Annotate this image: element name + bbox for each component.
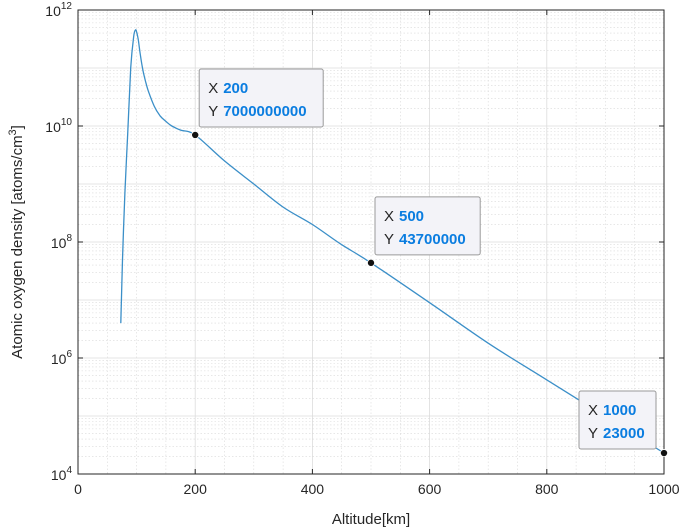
datatip-y-key: Y — [208, 103, 218, 120]
y-tick-label-exponent: 8 — [66, 233, 72, 244]
x-tick-label: 400 — [301, 481, 325, 497]
y-axis-label-superscript: 3 — [7, 129, 19, 135]
x-tick-label: 800 — [535, 481, 559, 497]
datatip-y-key: Y — [588, 425, 598, 442]
density-series-line — [120, 29, 665, 454]
datatip-box — [198, 68, 324, 128]
y-axis-label: Atomic oxygen density [atoms/cm3] — [7, 125, 26, 359]
datatip-y-key: Y — [384, 231, 394, 248]
datatip-x-key: X — [208, 80, 218, 97]
y-tick-label: 106 — [51, 349, 73, 367]
datatip-y-value: 23000 — [603, 425, 645, 442]
x-tick-label: 200 — [184, 481, 208, 497]
datatip-x-value: 200 — [223, 80, 248, 97]
y-tick-label: 1012 — [45, 1, 72, 19]
datatip-box — [374, 196, 481, 256]
datatip-marker — [660, 449, 669, 458]
y-tick-label-base: 10 — [45, 119, 61, 135]
datatip-x-value: 500 — [399, 208, 424, 225]
datatip-x-value: 1000 — [603, 402, 636, 419]
x-tick-label: 600 — [418, 481, 442, 497]
x-axis-label: Altitude[km] — [332, 511, 410, 528]
y-tick-label-exponent: 4 — [66, 465, 72, 476]
datatip-marker — [191, 130, 200, 139]
datatip-x-key: X — [384, 208, 394, 225]
datatip: X 500 Y 43700000 — [366, 196, 481, 267]
x-axis-ticks: 0 200 400 600 800 1000 — [74, 10, 680, 497]
y-tick-label-exponent: 6 — [66, 349, 72, 360]
y-tick-label: 108 — [51, 233, 73, 251]
y-tick-label-exponent: 10 — [61, 117, 73, 128]
datatips: X 200 Y 7000000000 X 500 Y 43700000 X 1000 Y 23000 — [191, 68, 669, 458]
datatip: X 200 Y 7000000000 — [191, 68, 324, 139]
y-tick-label-exponent: 12 — [61, 1, 73, 12]
y-axis-label-main: Atomic oxygen density [atoms/cm — [9, 135, 26, 358]
x-tick-label: 1000 — [648, 481, 679, 497]
y-tick-label-base: 10 — [51, 351, 67, 367]
y-tick-label: 1010 — [45, 117, 72, 135]
y-tick-label-base: 10 — [51, 235, 67, 251]
y-tick-label-base: 10 — [51, 467, 67, 483]
datatip-y-value: 43700000 — [399, 231, 466, 248]
y-axis-label-suffix: ] — [9, 125, 26, 129]
datatip-x-key: X — [588, 402, 598, 419]
datatip-marker — [366, 258, 375, 267]
x-tick-label: 0 — [74, 481, 82, 497]
datatip: X 1000 Y 23000 — [578, 390, 669, 458]
y-tick-label: 104 — [51, 465, 73, 483]
datatip-box — [578, 390, 657, 450]
datatip-y-value: 7000000000 — [223, 103, 306, 120]
y-tick-label-base: 10 — [45, 3, 61, 19]
